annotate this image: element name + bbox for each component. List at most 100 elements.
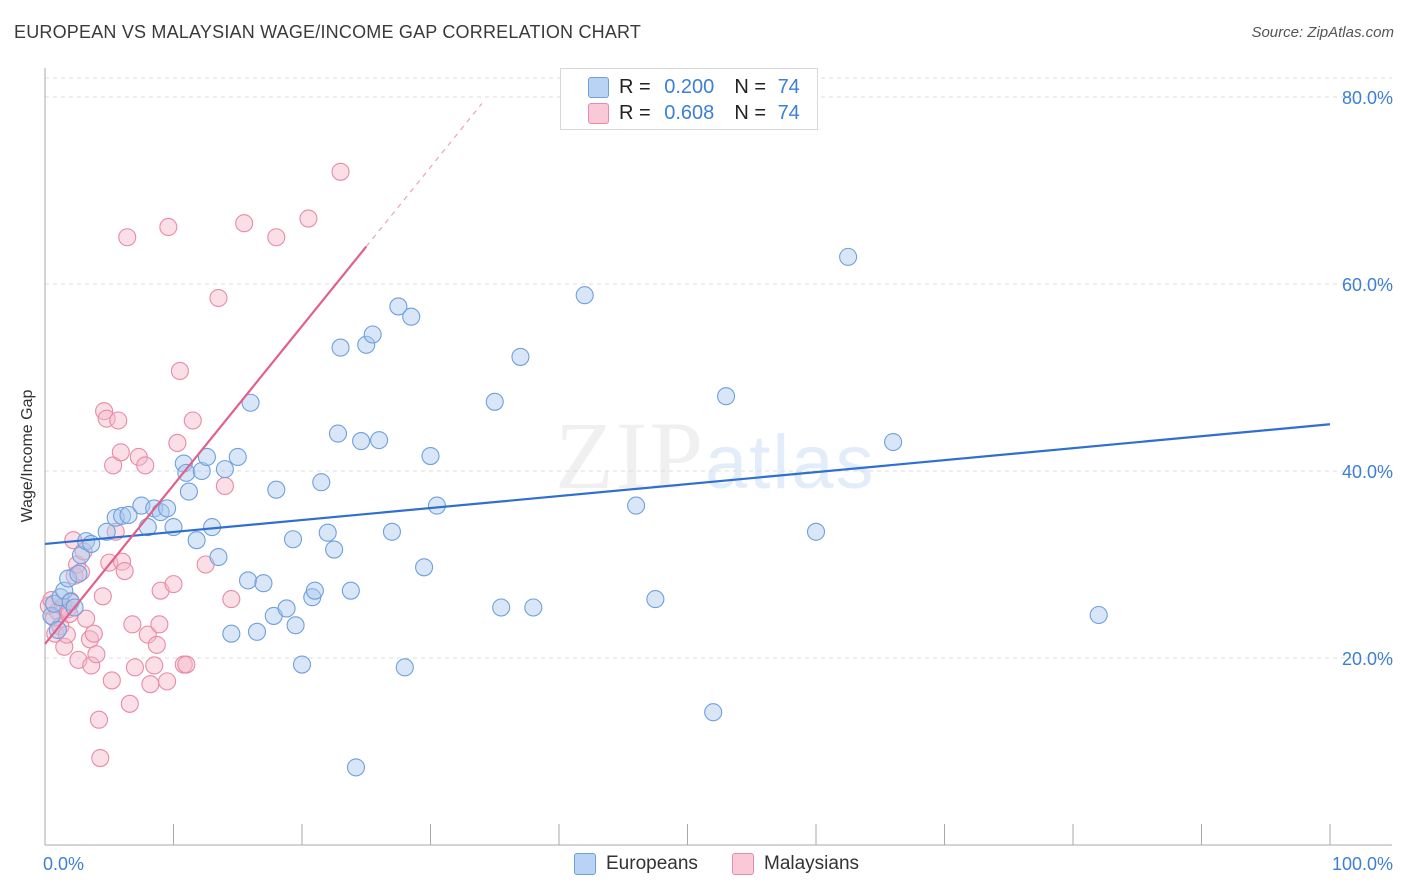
malaysians-point	[87, 645, 106, 664]
europeans-point	[119, 505, 138, 524]
malaysians-point	[177, 655, 196, 674]
malaysians-point	[159, 217, 178, 237]
malaysians-point	[84, 624, 103, 643]
malaysians-point	[141, 675, 160, 694]
europeans-point	[209, 547, 228, 567]
europeans-trend-line	[44, 423, 1331, 546]
trend-lines	[44, 103, 1331, 645]
y-tick-label: 60.0%	[1342, 275, 1393, 295]
malaysians-point	[97, 409, 116, 428]
legend-r-value: 0.200	[664, 75, 715, 98]
europeans-point	[389, 297, 408, 316]
legend-label-malaysians: Malaysians	[764, 853, 860, 874]
malaysians-point	[123, 615, 142, 634]
europeans-point	[71, 546, 91, 565]
malaysians-trend-extension	[365, 103, 483, 247]
europeans-point	[492, 598, 511, 617]
malaysians-point	[267, 228, 286, 247]
europeans-point	[331, 338, 350, 357]
europeans-point	[575, 286, 594, 305]
legend-swatch-malaysians	[588, 103, 609, 124]
europeans-point	[197, 447, 216, 467]
europeans-point	[59, 569, 78, 588]
europeans-points	[42, 247, 1108, 777]
europeans-point	[318, 523, 337, 542]
europeans-point	[524, 598, 543, 617]
malaysians-point	[120, 694, 139, 713]
legend-n-value: 74	[777, 101, 800, 124]
malaysians-point	[299, 209, 318, 228]
europeans-point	[277, 599, 296, 618]
europeans-point	[346, 758, 366, 777]
europeans-point	[839, 247, 858, 266]
correlation-legend: R = 0.200 N = 74 R = 0.608 N = 74	[560, 68, 818, 130]
europeans-point	[305, 581, 324, 600]
series-legend-europeans: Europeans	[574, 852, 698, 876]
malaysians-point	[77, 609, 96, 628]
europeans-point	[646, 590, 665, 609]
malaysians-point	[136, 456, 155, 475]
europeans-point	[312, 473, 331, 492]
europeans-point	[884, 432, 903, 452]
malaysians-point	[109, 411, 128, 430]
malaysians-point	[209, 288, 228, 308]
europeans-point	[179, 482, 198, 501]
europeans-point	[328, 424, 348, 443]
malaysians-point	[89, 710, 109, 729]
europeans-point	[222, 624, 241, 643]
malaysians-point	[168, 433, 187, 453]
malaysians-point	[115, 561, 134, 581]
europeans-point	[1089, 605, 1108, 625]
malaysians-point	[215, 476, 234, 496]
malaysians-point	[95, 402, 114, 421]
chart-title: EUROPEAN VS MALAYSIAN WAGE/INCOME GAP CO…	[14, 22, 642, 42]
y-tick-label: 80.0%	[1342, 88, 1393, 108]
europeans-point	[283, 530, 303, 549]
malaysians-point	[118, 228, 137, 247]
y-tick-label: 40.0%	[1342, 462, 1393, 482]
europeans-point	[716, 387, 736, 406]
malaysians-point	[91, 748, 110, 768]
x-tick-label-min: 0.0%	[43, 854, 84, 874]
europeans-point	[97, 522, 116, 541]
legend-n-label: N =	[734, 101, 766, 124]
malaysians-point	[222, 590, 241, 609]
tick-labels: 20.0% 40.0% 60.0% 80.0% 0.0% 100.0%	[43, 88, 1393, 874]
legend-swatch-europeans	[574, 853, 596, 875]
europeans-point	[511, 347, 530, 366]
europeans-point	[247, 622, 267, 641]
legend-r-label: R =	[619, 75, 651, 98]
malaysians-point	[57, 625, 76, 644]
series-legend-malaysians: Malaysians	[732, 852, 859, 876]
malaysians-point	[158, 672, 177, 691]
europeans-point	[113, 506, 132, 525]
europeans-point	[395, 658, 414, 677]
europeans-point	[421, 446, 440, 466]
chart-source: Source: ZipAtlas.com	[1251, 24, 1394, 41]
malaysians-point	[147, 635, 166, 654]
europeans-point	[704, 703, 723, 722]
europeans-point	[485, 392, 504, 411]
europeans-point	[352, 432, 371, 451]
watermark-atlas: atlas	[705, 420, 876, 505]
legend-swatch-europeans	[588, 77, 609, 98]
europeans-point	[241, 393, 260, 412]
malaysians-point	[235, 214, 254, 233]
y-tick-label: 20.0%	[1342, 649, 1393, 669]
gridlines	[45, 77, 1392, 659]
europeans-point	[292, 655, 312, 674]
europeans-point	[627, 496, 646, 515]
malaysians-trend-line	[44, 245, 368, 645]
axes	[44, 68, 1392, 846]
legend-swatch-malaysians	[732, 853, 754, 875]
europeans-point	[215, 460, 234, 479]
malaysians-point	[145, 656, 164, 675]
europeans-point	[238, 571, 258, 590]
watermark-zip: ZIP	[555, 402, 705, 509]
malaysians-point	[164, 575, 183, 594]
europeans-point	[158, 499, 177, 518]
legend-r-label: R =	[619, 101, 651, 124]
x-tick-label-max: 100.0%	[1332, 854, 1393, 874]
europeans-point	[286, 616, 305, 635]
